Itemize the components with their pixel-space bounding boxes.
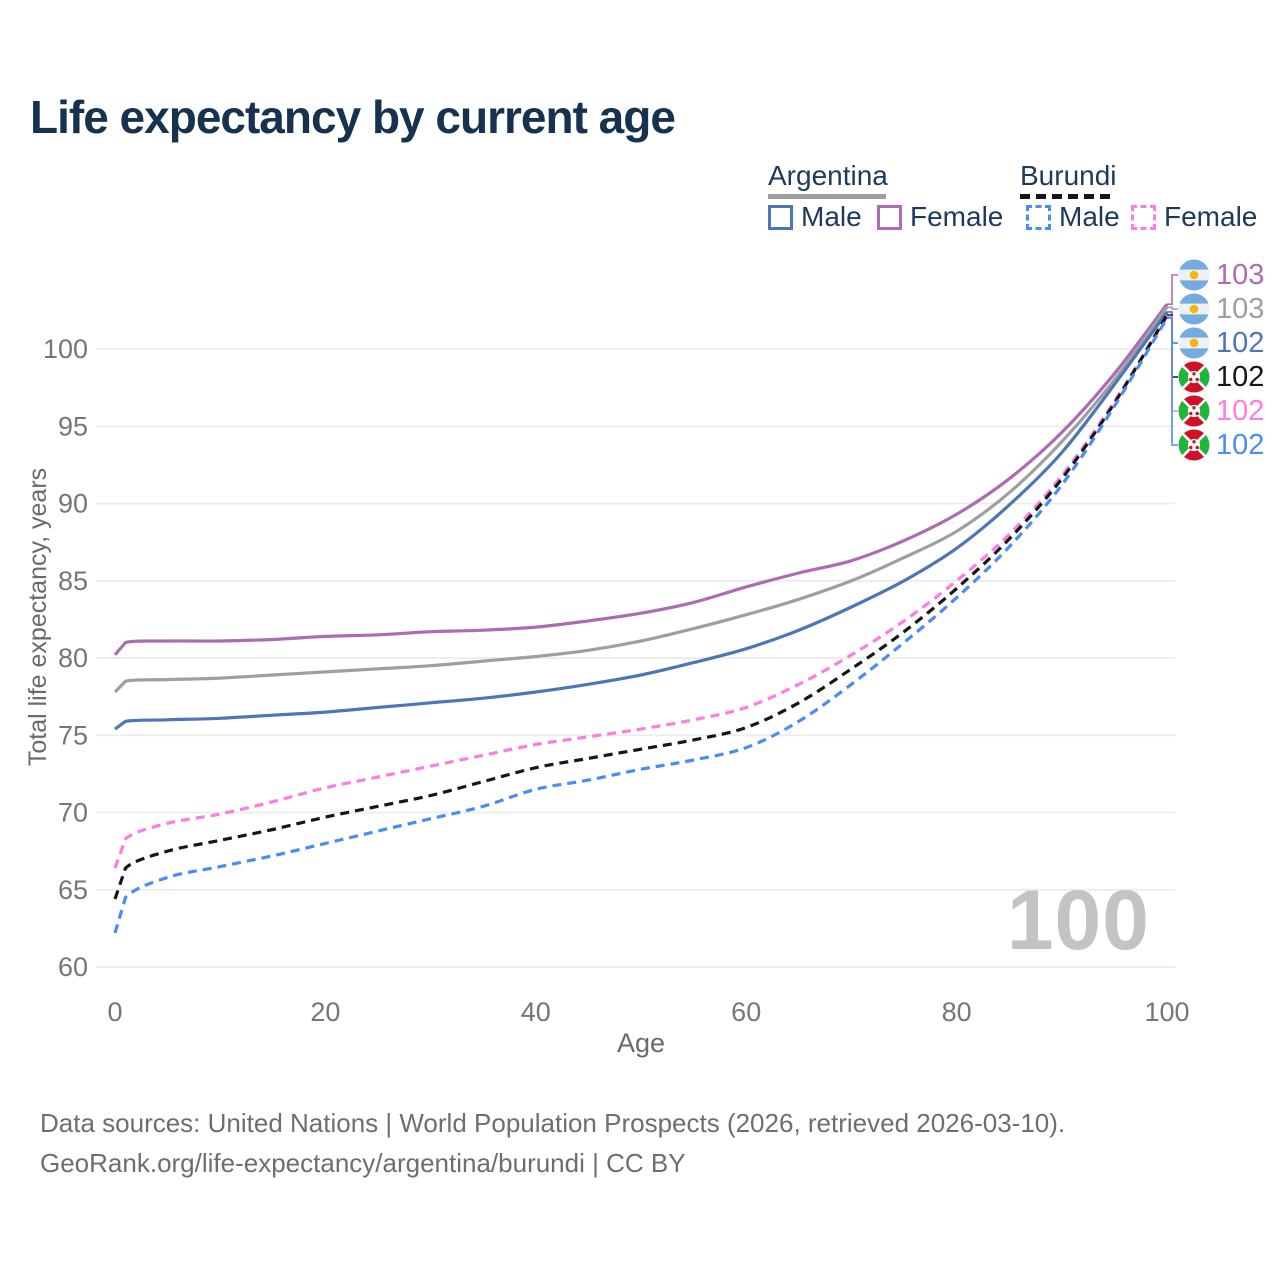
end-label-value: 102 (1216, 394, 1265, 427)
attribution-text: GeoRank.org/life-expectancy/argentina/bu… (40, 1148, 686, 1178)
x-axis-tick-label: 0 (107, 997, 122, 1027)
end-label-connector (1167, 317, 1178, 446)
argentina-flag-icon (1178, 327, 1210, 359)
x-axis-tick-label: 20 (310, 997, 340, 1027)
argentina-flag-icon (1178, 293, 1210, 325)
burundi-flag-icon (1178, 429, 1210, 461)
x-axis-tick-label: 80 (942, 997, 972, 1027)
legend-argentina-female-swatch[interactable] (877, 205, 902, 230)
end-label-value: 102 (1216, 428, 1265, 461)
legend-burundi-title[interactable]: Burundi (1020, 160, 1117, 191)
legend-argentina-underline (768, 194, 886, 199)
series-end-label: 102 (1178, 428, 1264, 462)
series-end-label: 102 (1178, 360, 1264, 394)
burundi-flag-icon (1178, 395, 1210, 427)
age-watermark: 100 (1006, 873, 1150, 967)
x-axis-tick-label: 100 (1144, 997, 1189, 1027)
y-axis-title: Total life expectancy, years (24, 468, 52, 766)
y-axis-tick-label: 75 (58, 720, 88, 750)
legend-argentina-female-label[interactable]: Female (910, 201, 1004, 232)
series-line-burundi-male[interactable] (113, 317, 1169, 934)
y-axis-tick-label: 65 (58, 875, 88, 905)
series-line-burundi-both-sexes[interactable] (113, 314, 1169, 900)
y-axis-tick-label: 80 (58, 643, 88, 673)
series-end-label: 103 (1178, 292, 1264, 326)
series-line-burundi-female[interactable] (113, 315, 1169, 869)
series-line-argentina-female[interactable] (113, 303, 1169, 656)
burundi-flag-icon (1178, 361, 1210, 393)
x-axis-title: Age (617, 1028, 665, 1058)
y-axis-tick-label: 60 (58, 952, 88, 982)
legend-burundi-female-label[interactable]: Female (1164, 201, 1258, 232)
series-line-argentina-both-sexes[interactable] (113, 306, 1169, 694)
series-end-label: 103 (1178, 258, 1264, 292)
data-sources-text: Data sources: United Nations | World Pop… (40, 1108, 1066, 1138)
y-axis-tick-label: 70 (58, 798, 88, 828)
end-label-connector (1167, 306, 1178, 310)
y-axis-tick-label: 95 (58, 411, 88, 441)
series-end-label: 102 (1178, 394, 1264, 428)
argentina-flag-icon (1178, 259, 1210, 291)
legend-argentina-male-swatch[interactable] (768, 205, 793, 230)
end-label-value: 103 (1216, 258, 1265, 291)
series-end-label: 102 (1178, 326, 1264, 360)
y-axis-tick-label: 85 (58, 566, 88, 596)
legend-argentina-male-label[interactable]: Male (801, 201, 862, 232)
legend-burundi-male-label[interactable]: Male (1059, 201, 1120, 232)
legend-argentina-title[interactable]: Argentina (768, 160, 888, 191)
series-line-argentina-male[interactable] (114, 310, 1169, 731)
end-label-connector (1167, 274, 1178, 305)
legend-burundi-female-swatch[interactable] (1131, 205, 1156, 230)
end-label-value: 102 (1216, 326, 1265, 359)
page-title: Life expectancy by current age (30, 91, 676, 143)
y-axis-tick-label: 90 (58, 489, 88, 519)
end-label-value: 103 (1216, 292, 1265, 325)
x-axis-tick-label: 40 (521, 997, 551, 1027)
end-label-value: 102 (1216, 360, 1265, 393)
x-axis-tick-label: 60 (731, 997, 761, 1027)
legend-burundi-male-swatch[interactable] (1026, 205, 1051, 230)
legend-burundi-underline (1020, 194, 1114, 199)
y-axis-tick-label: 100 (43, 334, 88, 364)
